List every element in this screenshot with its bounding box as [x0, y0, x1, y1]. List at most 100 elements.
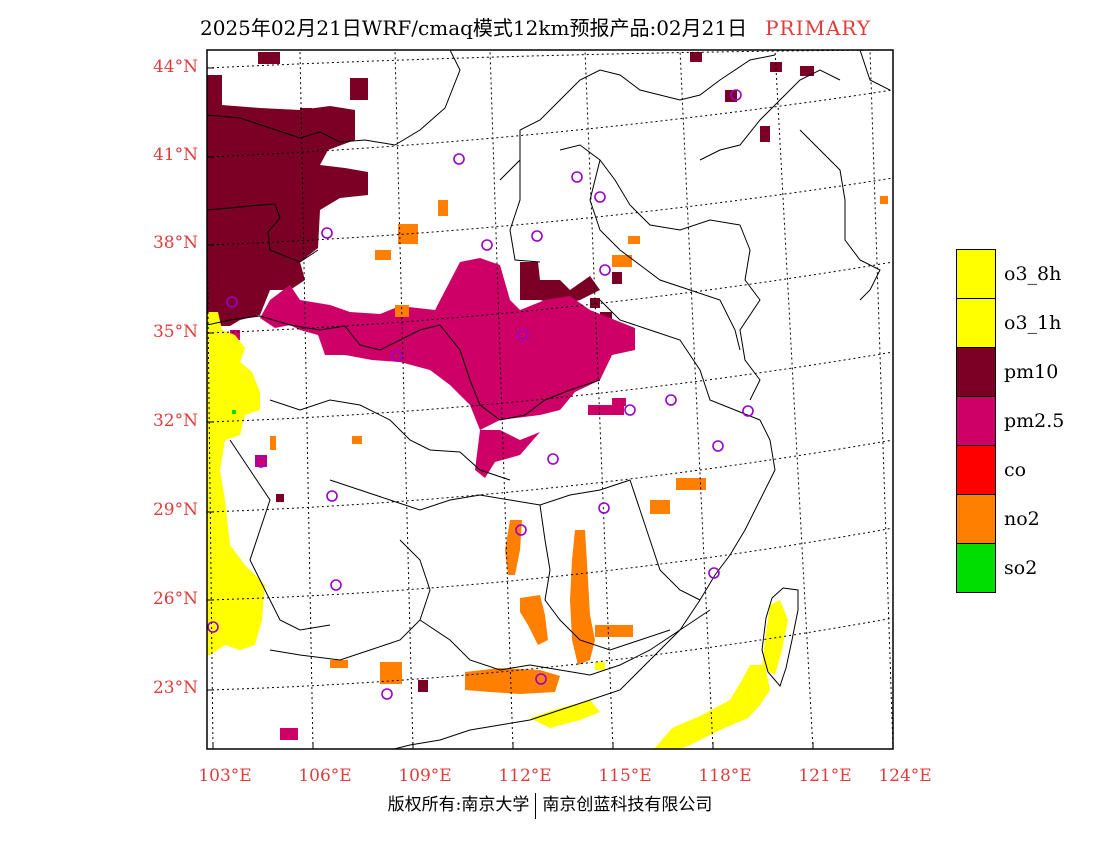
station-marker[interactable] — [665, 394, 677, 406]
province-boundary — [207, 315, 441, 351]
pm25-spot — [612, 398, 626, 406]
coastline — [699, 69, 841, 161]
lon-label: 115°E — [598, 766, 652, 786]
lat-label: 23°N — [152, 678, 198, 698]
station-marker[interactable] — [598, 502, 610, 514]
pm10-spot — [418, 680, 428, 692]
station-marker[interactable] — [571, 171, 583, 183]
lon-label: 103°E — [198, 766, 252, 786]
lon-label: 109°E — [398, 766, 452, 786]
province-boundary — [269, 399, 511, 481]
legend-item-o3-8h: o3_8h — [956, 249, 1061, 299]
pm10-spot — [800, 66, 814, 76]
no2-spot — [438, 200, 448, 216]
province-boundary — [499, 54, 776, 181]
lat-label: 44°N — [152, 57, 198, 77]
station-marker[interactable] — [207, 621, 219, 633]
station-marker[interactable] — [730, 89, 742, 101]
map-title-tag: PRIMARY — [765, 16, 872, 40]
no2-strip — [520, 595, 548, 645]
station-marker[interactable] — [481, 239, 493, 251]
lat-label: 26°N — [152, 589, 198, 609]
copyright-left: 版权所有:南京大学 — [387, 795, 530, 815]
coastline — [859, 50, 891, 91]
station-marker[interactable] — [330, 579, 342, 591]
station-marker[interactable] — [742, 405, 754, 417]
map-title-text: 2025年02月21日WRF/cmaq模式12km预报产品:02月21日 — [200, 16, 748, 40]
legend-label: so2 — [1004, 557, 1038, 579]
pollutant-layer — [207, 52, 888, 749]
station-marker[interactable] — [326, 490, 338, 502]
province-boundary — [269, 539, 431, 661]
pm10-spot — [276, 494, 284, 502]
station-markers — [207, 89, 754, 700]
no2-spot — [330, 660, 348, 668]
legend-item-so2: so2 — [956, 543, 1037, 593]
pm10-spot — [258, 52, 280, 64]
station-marker[interactable] — [624, 404, 636, 416]
coastline — [739, 224, 761, 401]
pm25-strip — [475, 430, 540, 478]
province-boundary — [439, 324, 601, 421]
no2-region-guangdong — [465, 668, 560, 694]
coastline — [391, 419, 776, 749]
station-marker[interactable] — [594, 191, 606, 203]
pm10-spot — [300, 108, 312, 116]
o3-region-south — [655, 665, 770, 749]
province-boundary — [559, 144, 741, 231]
station-marker[interactable] — [515, 524, 527, 536]
no2-spot — [650, 500, 670, 514]
station-marker[interactable] — [547, 453, 559, 465]
copyright-footer: 版权所有:南京大学 南京创蓝科技有限公司 — [0, 790, 1100, 819]
no2-spot — [352, 436, 362, 444]
station-marker[interactable] — [321, 227, 333, 239]
so2-spot — [232, 410, 236, 414]
no2-strip — [505, 520, 522, 575]
province-boundary — [629, 479, 701, 601]
station-marker[interactable] — [453, 153, 465, 165]
station-marker[interactable] — [535, 673, 547, 685]
station-marker[interactable] — [391, 350, 403, 362]
legend-label: o3_8h — [1004, 263, 1062, 285]
legend-item-pm10: pm10 — [956, 347, 1058, 397]
pm10-spot — [690, 52, 702, 62]
legend-item-no2: no2 — [956, 494, 1040, 544]
lon-label: 112°E — [498, 766, 552, 786]
province-boundary — [207, 50, 461, 146]
pm10-spot — [760, 126, 770, 142]
station-marker[interactable] — [712, 440, 724, 452]
station-marker[interactable] — [708, 567, 720, 579]
legend-item-co: co — [956, 445, 1026, 495]
lon-label: 124°E — [878, 766, 932, 786]
lat-label: 41°N — [152, 145, 198, 165]
pm10-spot — [350, 78, 368, 100]
station-marker[interactable] — [517, 329, 529, 341]
lon-label: 121°E — [798, 766, 852, 786]
province-boundary — [539, 504, 671, 651]
coastline — [799, 129, 881, 301]
taiwan-coast — [761, 587, 799, 687]
station-marker[interactable] — [226, 296, 238, 308]
boundary-lines — [207, 50, 891, 749]
station-marker[interactable] — [255, 456, 267, 468]
legend-label: co — [1004, 459, 1027, 481]
lat-label: 29°N — [152, 500, 198, 520]
legend-label: pm2.5 — [1004, 410, 1065, 432]
lon-label: 106°E — [298, 766, 352, 786]
station-marker[interactable] — [381, 688, 393, 700]
no2-spot — [880, 196, 888, 204]
no2-spot — [375, 250, 391, 260]
legend-label: o3_1h — [1004, 312, 1062, 334]
province-boundary — [509, 130, 541, 263]
station-marker[interactable] — [531, 230, 543, 242]
pm10-region-shanxi — [520, 262, 600, 305]
station-marker[interactable] — [599, 264, 611, 276]
legend-label: pm10 — [1004, 361, 1059, 383]
map-frame — [206, 49, 894, 750]
no2-spot — [395, 305, 409, 317]
pm25-spot — [280, 728, 298, 740]
lat-label: 32°N — [152, 411, 198, 431]
legend-label: no2 — [1004, 508, 1040, 530]
o3-region-west — [207, 312, 265, 655]
